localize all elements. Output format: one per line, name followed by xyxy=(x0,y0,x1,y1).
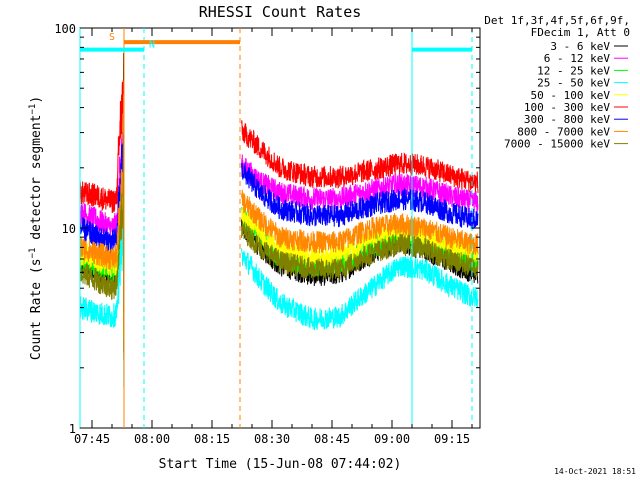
y-tick-label-3: 100 xyxy=(54,22,76,36)
series-line-post-8 xyxy=(241,189,479,256)
legend-label-5: 50 - 100 keV xyxy=(531,89,611,102)
series-line-pre-2 xyxy=(79,119,125,296)
series-line-post-4 xyxy=(241,248,479,331)
x-tick-label-4: 08:30 xyxy=(254,432,290,446)
y-axis-label-sup2: −1 xyxy=(28,104,38,115)
overlay-layer: SN xyxy=(79,28,473,428)
series-line-pre-4 xyxy=(79,105,125,388)
y-axis-label-mid: detector segment xyxy=(29,115,44,248)
legend-header-line-2: FDecim 1, Att 0 xyxy=(531,26,630,39)
y-axis-label: Count Rate (s−1 detector segment−1) xyxy=(28,96,44,360)
legend-label-7: 300 - 800 keV xyxy=(524,113,610,126)
y-axis-label-end: ) xyxy=(29,96,44,104)
data-layer xyxy=(79,52,479,388)
x-axis-label: Start Time (15-Jun-08 07:44:02) xyxy=(159,457,402,472)
legend: Det 1f,3f,4f,5f,6f,9f,FDecim 1, Att 03 -… xyxy=(484,14,630,151)
x-tick-label-5: 08:45 xyxy=(314,432,350,446)
legend-label-1: 3 - 6 keV xyxy=(550,40,610,53)
x-tick-label-7: 09:15 xyxy=(434,432,470,446)
x-tick-label-3: 08:15 xyxy=(194,432,230,446)
flag-label-s: S xyxy=(109,32,115,43)
series-line-pre-6 xyxy=(79,80,125,273)
series-line-pre-9 xyxy=(79,133,125,360)
chart-title: RHESSI Count Rates xyxy=(199,3,362,21)
legend-label-2: 6 - 12 keV xyxy=(544,52,611,65)
x-tick-label-1: 07:45 xyxy=(74,432,110,446)
series-line-post-9 xyxy=(241,221,479,281)
y-axis-label-main: Count Rate (s xyxy=(29,258,44,360)
legend-label-8: 800 - 7000 keV xyxy=(517,125,610,138)
legend-label-4: 25 - 50 keV xyxy=(537,77,610,90)
series-line-post-6 xyxy=(241,120,479,193)
timestamp: 14-Oct-2021 18:51 xyxy=(554,467,636,476)
legend-label-9: 7000 - 15000 keV xyxy=(504,138,610,151)
x-tick-label-2: 08:00 xyxy=(134,432,170,446)
series-line-post-7 xyxy=(241,162,479,230)
legend-label-6: 100 - 300 keV xyxy=(524,101,610,114)
x-tick-label-6: 09:00 xyxy=(374,432,410,446)
y-axis-label-sup1: −1 xyxy=(28,248,38,259)
series-line-pre-8 xyxy=(79,94,125,333)
y-tick-label-1: 1 xyxy=(69,422,76,436)
flag-label-n: N xyxy=(149,40,155,51)
series-line-post-2 xyxy=(241,154,479,213)
legend-header-line-1: Det 1f,3f,4f,5f,6f,9f, xyxy=(484,14,630,27)
axis-ticks: 1 10 100 07:45 08:00 08:15 08:30 08:45 09:00 09:1… xyxy=(54,22,480,446)
y-tick-label-2: 10 xyxy=(62,222,76,236)
legend-label-3: 12 - 25 keV xyxy=(537,64,610,77)
